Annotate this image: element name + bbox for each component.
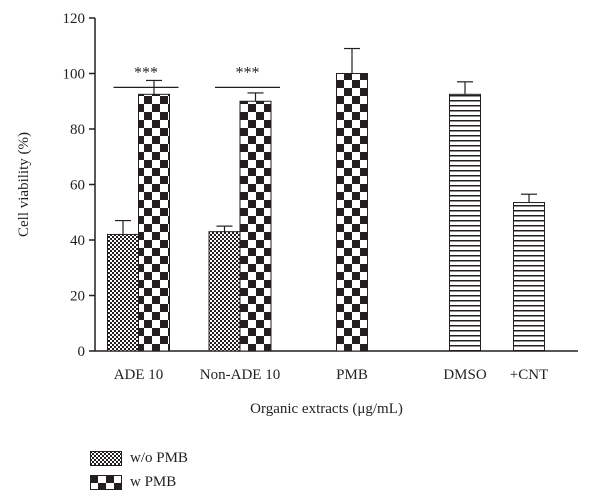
y-tick-label: 120: [63, 11, 86, 27]
x-tick-label: +CNT: [510, 367, 548, 383]
y-tick-label: 40: [70, 233, 85, 249]
bar-fine-checker: [208, 231, 241, 352]
x-axis-label: Organic extracts (μg/mL): [250, 401, 403, 417]
y-tick-label: 20: [70, 289, 85, 305]
legend-item-w-pmb: w PMB: [90, 474, 176, 491]
legend-swatch-coarse-checker: [90, 475, 122, 490]
significance-label: ***: [236, 64, 260, 81]
legend-label: w/o PMB: [130, 450, 188, 466]
x-tick-label: ADE 10: [114, 367, 164, 383]
legend-label: w PMB: [130, 474, 177, 490]
x-tick-label: DMSO: [443, 367, 487, 383]
legend-swatch-fine-checker: [90, 451, 122, 466]
bar-fine-checker: [107, 233, 139, 352]
bar-horizontal-stripes: [449, 93, 481, 352]
bar-coarse-checker: [138, 93, 170, 352]
y-axis-label: Cell viability (%): [16, 132, 32, 237]
y-tick-label: 60: [70, 178, 85, 194]
significance-label: ***: [134, 64, 158, 81]
x-tick-label: PMB: [336, 367, 368, 383]
y-tick-label: 0: [78, 344, 86, 360]
bar-coarse-checker: [336, 73, 368, 352]
legend-item-wo-pmb: w/o PMB: [90, 450, 188, 467]
bar-horizontal-stripes: [513, 202, 545, 352]
bar-coarse-checker: [239, 100, 272, 352]
y-tick-label: 100: [63, 67, 86, 83]
x-tick-label: Non-ADE 10: [200, 367, 280, 383]
y-tick-label: 80: [70, 122, 85, 138]
